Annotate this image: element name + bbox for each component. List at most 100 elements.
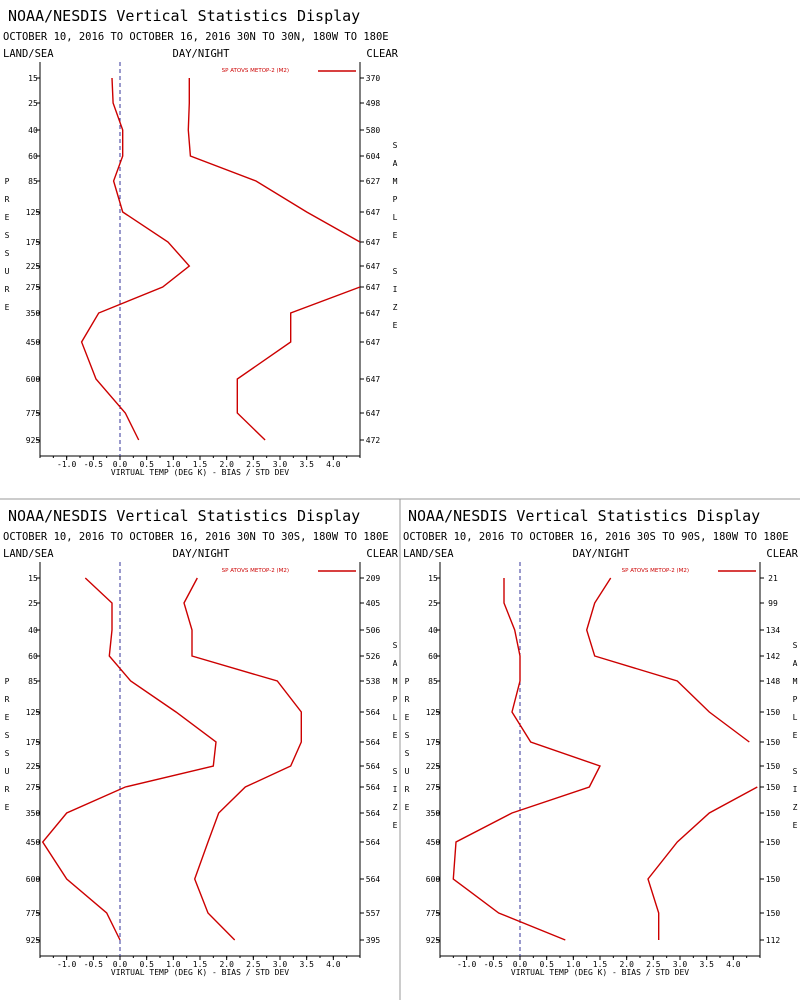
pressure-axis-letter: P [5, 177, 10, 186]
date-range: OCTOBER 10, 2016 TO OCTOBER 16, 2016 [3, 531, 231, 543]
pressure-level-label: 925 [26, 936, 41, 945]
sample-size-label: 150 [766, 783, 781, 792]
sample-size-axis-letter: P [393, 195, 398, 204]
sample-size-label: 647 [366, 375, 381, 384]
chart-title: NOAA/NESDIS Vertical Statistics Display [8, 507, 360, 525]
sample-size-label: 647 [366, 309, 381, 318]
chart-title: NOAA/NESDIS Vertical Statistics Display [8, 7, 360, 25]
pressure-level-label: 85 [28, 677, 38, 686]
x-tick-label: 4.0 [326, 960, 341, 969]
pressure-axis-letter: R [5, 285, 10, 294]
land-sea-label: LAND/SEA [3, 48, 54, 60]
region: 30N TO 30S, 180W TO 180E [237, 531, 389, 543]
date-range: OCTOBER 10, 2016 TO OCTOBER 16, 2016 [3, 31, 231, 43]
x-tick-label: 1.0 [166, 460, 181, 469]
sample-size-axis-letter: E [793, 821, 798, 830]
pressure-level-label: 450 [26, 838, 41, 847]
pressure-level-label: 925 [426, 936, 441, 945]
sample-size-axis-letter: E [393, 231, 398, 240]
sample-size-label: 604 [366, 152, 381, 161]
sample-size-axis-letter: E [793, 731, 798, 740]
pressure-level-label: 450 [426, 838, 441, 847]
sample-size-label: 557 [366, 909, 381, 918]
x-tick-label: 3.5 [699, 960, 714, 969]
region: 30S TO 90S, 180W TO 180E [637, 531, 789, 543]
sample-size-axis-letter: A [393, 659, 398, 668]
chart-subtitle: OCTOBER 10, 2016 TO OCTOBER 16, 2016 30S… [403, 531, 789, 543]
sample-size-axis-letter: P [393, 695, 398, 704]
sample-size-label: 99 [768, 599, 778, 608]
sample-size-label: 564 [366, 875, 381, 884]
pressure-level-label: 60 [28, 652, 38, 661]
std-dev-line [585, 577, 750, 743]
sample-size-label: 150 [766, 762, 781, 771]
sample-size-label: 21 [768, 574, 778, 583]
pressure-level-label: 775 [26, 409, 41, 418]
pressure-level-label: 60 [428, 652, 438, 661]
sample-size-label: 564 [366, 708, 381, 717]
legend-label: SP ATOVS METOP-2 (M2) [622, 568, 689, 574]
pressure-level-label: 40 [428, 626, 438, 635]
pressure-level-label: 40 [28, 626, 38, 635]
pressure-axis-letter: E [405, 803, 410, 812]
land-sea-label: LAND/SEA [403, 548, 454, 560]
chart-subtitle: OCTOBER 10, 2016 TO OCTOBER 16, 2016 30N… [3, 531, 389, 543]
sample-size-axis-letter: S [793, 767, 798, 776]
pressure-axis-letter: S [5, 231, 10, 240]
pressure-axis-letter: S [5, 249, 10, 258]
pressure-level-label: 125 [26, 208, 41, 217]
pressure-level-label: 40 [28, 126, 38, 135]
pressure-level-label: 25 [28, 99, 38, 108]
pressure-axis-letter: E [5, 213, 10, 222]
sample-size-label: 150 [766, 838, 781, 847]
date-range: OCTOBER 10, 2016 TO OCTOBER 16, 2016 [403, 531, 631, 543]
day-night-label: DAY/NIGHT [173, 548, 231, 560]
sample-size-axis-letter: S [393, 141, 398, 150]
x-axis-label: VIRTUAL TEMP (DEG K) - BIAS / STD DEV [511, 968, 689, 977]
pressure-level-label: 25 [28, 599, 38, 608]
pressure-level-label: 350 [26, 309, 41, 318]
sample-size-label: 564 [366, 762, 381, 771]
sample-size-axis-letter: I [393, 785, 398, 794]
pressure-axis-letter: R [405, 785, 410, 794]
pressure-axis-letter: R [405, 695, 410, 704]
sample-size-axis-letter: I [393, 285, 398, 294]
x-tick-label: -1.0 [457, 960, 476, 969]
sample-size-axis-letter: P [793, 695, 798, 704]
clear-label: CLEAR [766, 548, 798, 560]
x-tick-label: 0.0 [113, 460, 128, 469]
x-tick-label: -1.0 [57, 460, 76, 469]
pressure-level-label: 15 [28, 74, 38, 83]
sample-size-label: 150 [766, 875, 781, 884]
region: 30N TO 30N, 180W TO 180E [237, 31, 389, 43]
sample-size-label: 627 [366, 177, 381, 186]
bias-line [41, 577, 217, 941]
clear-label: CLEAR [366, 48, 398, 60]
pressure-level-label: 775 [426, 909, 441, 918]
x-tick-label: -0.5 [84, 960, 103, 969]
sample-size-label: 647 [366, 208, 381, 217]
pressure-level-label: 275 [26, 283, 41, 292]
sample-size-label: 150 [766, 809, 781, 818]
pressure-level-label: 125 [26, 708, 41, 717]
sample-size-axis-letter: A [793, 659, 798, 668]
pressure-level-label: 600 [26, 875, 41, 884]
sample-size-axis-letter: I [793, 785, 798, 794]
pressure-axis-letter: E [5, 803, 10, 812]
std-dev-line [187, 78, 361, 243]
pressure-level-label: 85 [428, 677, 438, 686]
x-tick-label: -0.5 [484, 960, 503, 969]
sample-size-axis-letter: L [393, 213, 398, 222]
sample-size-label: 564 [366, 809, 381, 818]
x-tick-label: 2.5 [246, 460, 261, 469]
x-tick-label: 0.5 [539, 960, 554, 969]
bias-line [452, 578, 601, 941]
pressure-axis-letter: P [405, 677, 410, 686]
sample-size-label: 405 [366, 599, 381, 608]
std-dev-line [647, 786, 758, 940]
pressure-level-label: 225 [426, 762, 441, 771]
sample-size-label: 148 [766, 677, 781, 686]
sample-size-label: 134 [766, 626, 781, 635]
sample-size-axis-letter: S [793, 641, 798, 650]
